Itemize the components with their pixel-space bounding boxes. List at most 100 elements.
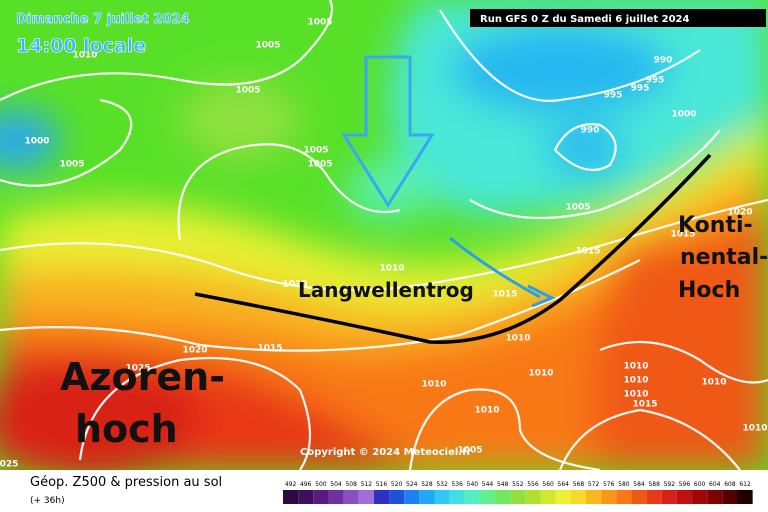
legend-swatch: [298, 490, 314, 504]
legend-swatch: [419, 490, 435, 504]
footer-lead: (+ 36h): [30, 496, 65, 506]
isobar-label: 1005: [457, 446, 482, 456]
isobar-label: 1010: [623, 390, 648, 400]
isobar-label: 1010: [505, 334, 530, 344]
date: Dimanche 7 juillet 2024: [16, 12, 190, 27]
isobar-label: 1010: [701, 378, 726, 388]
legend-swatch: [464, 490, 480, 504]
legend-tick-label: 544: [482, 481, 494, 488]
isobar-label: 1010: [623, 376, 648, 386]
isobar-label: 1010: [474, 406, 499, 416]
legend-tick-label: 580: [618, 481, 630, 488]
legend-tick-label: 508: [345, 481, 357, 488]
legend-tick-label: 560: [542, 481, 554, 488]
legend-tick-label: 612: [739, 481, 751, 488]
legend-tick-label: 532: [436, 481, 448, 488]
isobar-label: 1005: [307, 18, 332, 28]
annotation: Langwellentrog: [298, 278, 474, 302]
legend-tick-label: 564: [558, 481, 570, 488]
legend-swatch: [555, 490, 571, 504]
isobar-label: 995: [646, 76, 665, 86]
legend-tick-label: 496: [300, 481, 312, 488]
legend-swatch: [343, 490, 359, 504]
legend-swatch: [661, 490, 677, 504]
isobar-label: 1010: [379, 264, 404, 274]
legend-tick-label: 592: [664, 481, 676, 488]
isobar-label: 1025: [125, 364, 150, 374]
map-field: [0, 0, 768, 470]
isobar-label: 1015: [632, 400, 657, 410]
isobar-label: 1000: [24, 137, 49, 147]
isobar-label: 1010: [528, 369, 553, 379]
legend-swatch: [570, 490, 586, 504]
legend-swatch: [646, 490, 662, 504]
legend-tick-label: 556: [527, 481, 539, 488]
legend-swatch: [404, 490, 420, 504]
legend-tick-label: 568: [573, 481, 585, 488]
isobar-label: 1010: [421, 380, 446, 390]
footer-title: Géop. Z500 & pression au sol: [30, 475, 222, 490]
isobar-label: 990: [581, 126, 600, 136]
isobar-label: 1005: [255, 41, 280, 51]
isobar-label: 1015: [257, 344, 282, 354]
isobar-label: 1005: [565, 203, 590, 213]
isobar-label: 1015: [670, 230, 695, 240]
legend-swatch: [479, 490, 496, 504]
legend-swatch: [449, 490, 465, 504]
run-info: Run GFS 0 Z du Samedi 6 juillet 2024: [480, 14, 689, 25]
legend-swatch: [313, 490, 329, 504]
legend-tick-label: 520: [391, 481, 403, 488]
annotation: nental-: [680, 245, 768, 270]
legend-swatch: [601, 490, 617, 504]
legend-swatch: [373, 490, 390, 504]
legend-swatch: [510, 490, 526, 504]
legend-swatch: [676, 490, 693, 504]
annotation: Konti-: [678, 213, 753, 238]
legend-swatch: [525, 490, 541, 504]
annotation: Hoch: [678, 278, 740, 303]
legend-tick-label: 540: [467, 481, 479, 488]
legend-tick-label: 588: [648, 481, 660, 488]
isobar-label: 1010: [742, 424, 767, 434]
isobar-label: 1020: [727, 208, 752, 218]
legend-tick-label: 552: [512, 481, 524, 488]
legend-swatch: [540, 490, 556, 504]
isobar-label: 1005: [235, 86, 260, 96]
legend-tick-label: 536: [451, 481, 463, 488]
isobar-label: 1000: [671, 110, 696, 120]
legend-swatch: [631, 490, 647, 504]
isobar-label: 1010: [72, 51, 97, 61]
legend-tick-label: 572: [588, 481, 600, 488]
legend-tick-label: 608: [724, 481, 736, 488]
isobar-label: 990: [654, 56, 673, 66]
time: 14:00 locale: [16, 35, 146, 57]
legend-tick-label: 524: [406, 481, 418, 488]
legend-swatch: [707, 490, 723, 504]
colorbar: 492 496 500 504 508 512 516 520 524 528 532 536 540 5…: [283, 481, 753, 504]
legend-swatch: [358, 490, 374, 504]
isobar-label: 995: [604, 91, 623, 101]
isobar-labels: 1005 1005 1010 1005 1000 1005 1005 1005 …: [0, 18, 768, 470]
legend-swatch: [434, 490, 450, 504]
isobar-label: 1020: [182, 346, 207, 356]
isobar-label: 1010: [282, 280, 307, 290]
run-box: [470, 9, 766, 27]
legend-tick-label: 604: [709, 481, 721, 488]
legend-swatch: [328, 490, 344, 504]
annotation: hoch: [75, 407, 178, 451]
legend-tick-label: 512: [361, 481, 373, 488]
isobar-label: 1015: [492, 290, 517, 300]
legend-tick-label: 584: [633, 481, 645, 488]
isobar-label: 1005: [303, 146, 328, 156]
legend-tick-label: 596: [679, 481, 691, 488]
legend-swatch: [616, 490, 632, 504]
legend-tick-label: 504: [330, 481, 342, 488]
legend-swatch: [722, 490, 738, 504]
legend-tick-label: 492: [285, 481, 297, 488]
legend-swatch: [737, 490, 753, 504]
isobar-label: 1015: [575, 247, 600, 257]
legend-tick-label: 548: [497, 481, 509, 488]
legend-tick-label: 576: [603, 481, 615, 488]
legend-swatch: [495, 490, 511, 504]
